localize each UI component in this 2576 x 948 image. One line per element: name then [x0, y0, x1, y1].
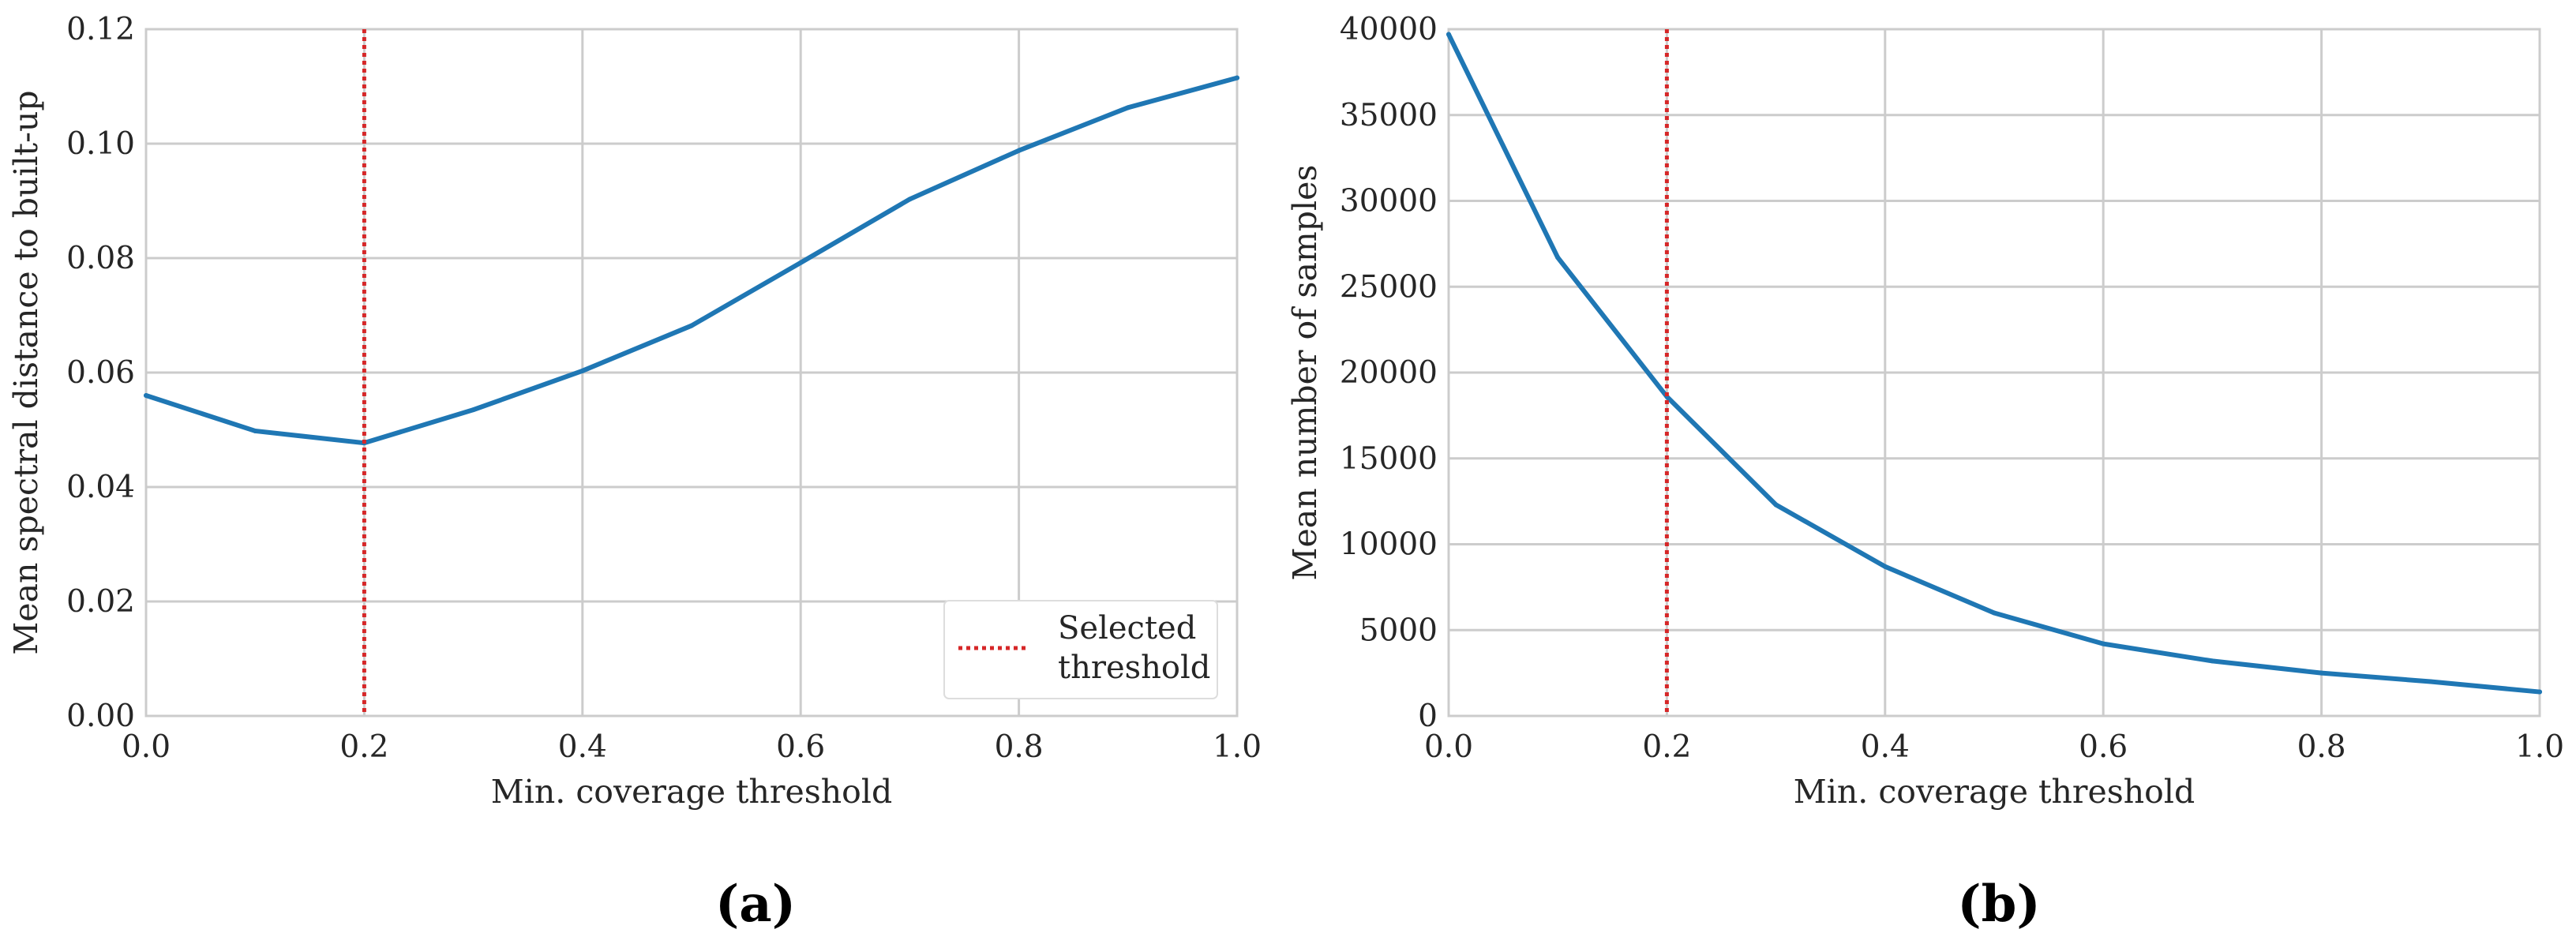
- y-tick-label: 0.10: [66, 126, 135, 162]
- y-axis-label: Mean spectral distance to built-up: [7, 90, 45, 654]
- y-tick-label: 0.08: [66, 241, 135, 276]
- data-point: [2210, 658, 2215, 664]
- y-tick-label: 35000: [1340, 98, 1438, 133]
- data-point: [1446, 32, 1451, 37]
- data-point: [2101, 641, 2106, 646]
- data-point: [1882, 564, 1888, 569]
- y-tick-label: 0: [1418, 699, 1438, 734]
- data-point: [253, 428, 258, 433]
- data-point: [798, 260, 804, 265]
- data-point: [2428, 679, 2433, 684]
- data-point: [2319, 670, 2324, 676]
- y-tick-label: 25000: [1340, 269, 1438, 305]
- y-tick-label: 15000: [1340, 441, 1438, 477]
- data-point: [1555, 255, 1561, 260]
- data-point: [471, 407, 476, 413]
- y-tick-label: 0.06: [66, 355, 135, 391]
- x-tick-label: 0.6: [776, 729, 825, 765]
- data-point: [907, 197, 913, 202]
- y-tick-label: 0.12: [66, 12, 135, 47]
- legend-label-line-2: threshold: [1058, 650, 1210, 686]
- x-tick-label: 0.0: [122, 729, 171, 765]
- data-point: [1235, 75, 1239, 81]
- y-tick-label: 20000: [1340, 355, 1438, 391]
- x-tick-label: 0.2: [1642, 729, 1691, 765]
- x-tick-label: 0.4: [558, 729, 607, 765]
- data-point: [1773, 502, 1779, 508]
- y-tick-label: 0.00: [66, 699, 135, 734]
- y-axis-label: Mean number of samples: [1286, 165, 1324, 581]
- series-line: [144, 75, 1239, 446]
- y-tick-label: 30000: [1340, 184, 1438, 219]
- data-point: [1016, 148, 1022, 153]
- x-tick-label: 0.8: [995, 729, 1044, 765]
- panel-a: 0.0 0.2 0.4 0.6 0.8 1.0 0.00 0.02 0.04 0.06 0.08 0.…: [7, 12, 1262, 934]
- x-tick-label: 0.0: [1424, 729, 1473, 765]
- x-tick-label: 1.0: [1213, 729, 1262, 765]
- data-point: [1992, 610, 1997, 616]
- legend-box: [943, 600, 1218, 699]
- legend-label-line-1: Selected: [1058, 610, 1196, 646]
- x-axis-label: Min. coverage threshold: [1794, 773, 2195, 811]
- panel-label: (a): [715, 875, 796, 934]
- plot-frame: [144, 28, 1239, 718]
- y-tick-label: 10000: [1340, 527, 1438, 563]
- data-point: [2537, 689, 2542, 695]
- panel-label: (b): [1957, 875, 2040, 934]
- data-point: [144, 393, 148, 398]
- x-tick-label: 1.0: [2515, 729, 2564, 765]
- panel-b: 0.0 0.2 0.4 0.6 0.8 1.0 0 5000 10000 15000 20000 25…: [1286, 12, 2564, 934]
- x-tick-label: 0.4: [1861, 729, 1910, 765]
- legend: Selected threshold: [943, 600, 1218, 699]
- y-tick-label: 0.04: [66, 470, 135, 505]
- y-tick-label: 0.02: [66, 584, 135, 620]
- plot-frame: [1447, 28, 2541, 718]
- y-tick-label: 40000: [1340, 12, 1438, 47]
- x-tick-label: 0.6: [2079, 729, 2128, 765]
- x-tick-label: 0.2: [339, 729, 388, 765]
- data-point: [689, 323, 694, 328]
- y-tick-label: 5000: [1359, 613, 1438, 648]
- data-point: [1125, 105, 1131, 111]
- data-point: [579, 368, 585, 373]
- x-axis-label: Min. coverage threshold: [491, 773, 892, 811]
- x-tick-label: 0.8: [2297, 729, 2346, 765]
- series-line: [1446, 32, 2542, 695]
